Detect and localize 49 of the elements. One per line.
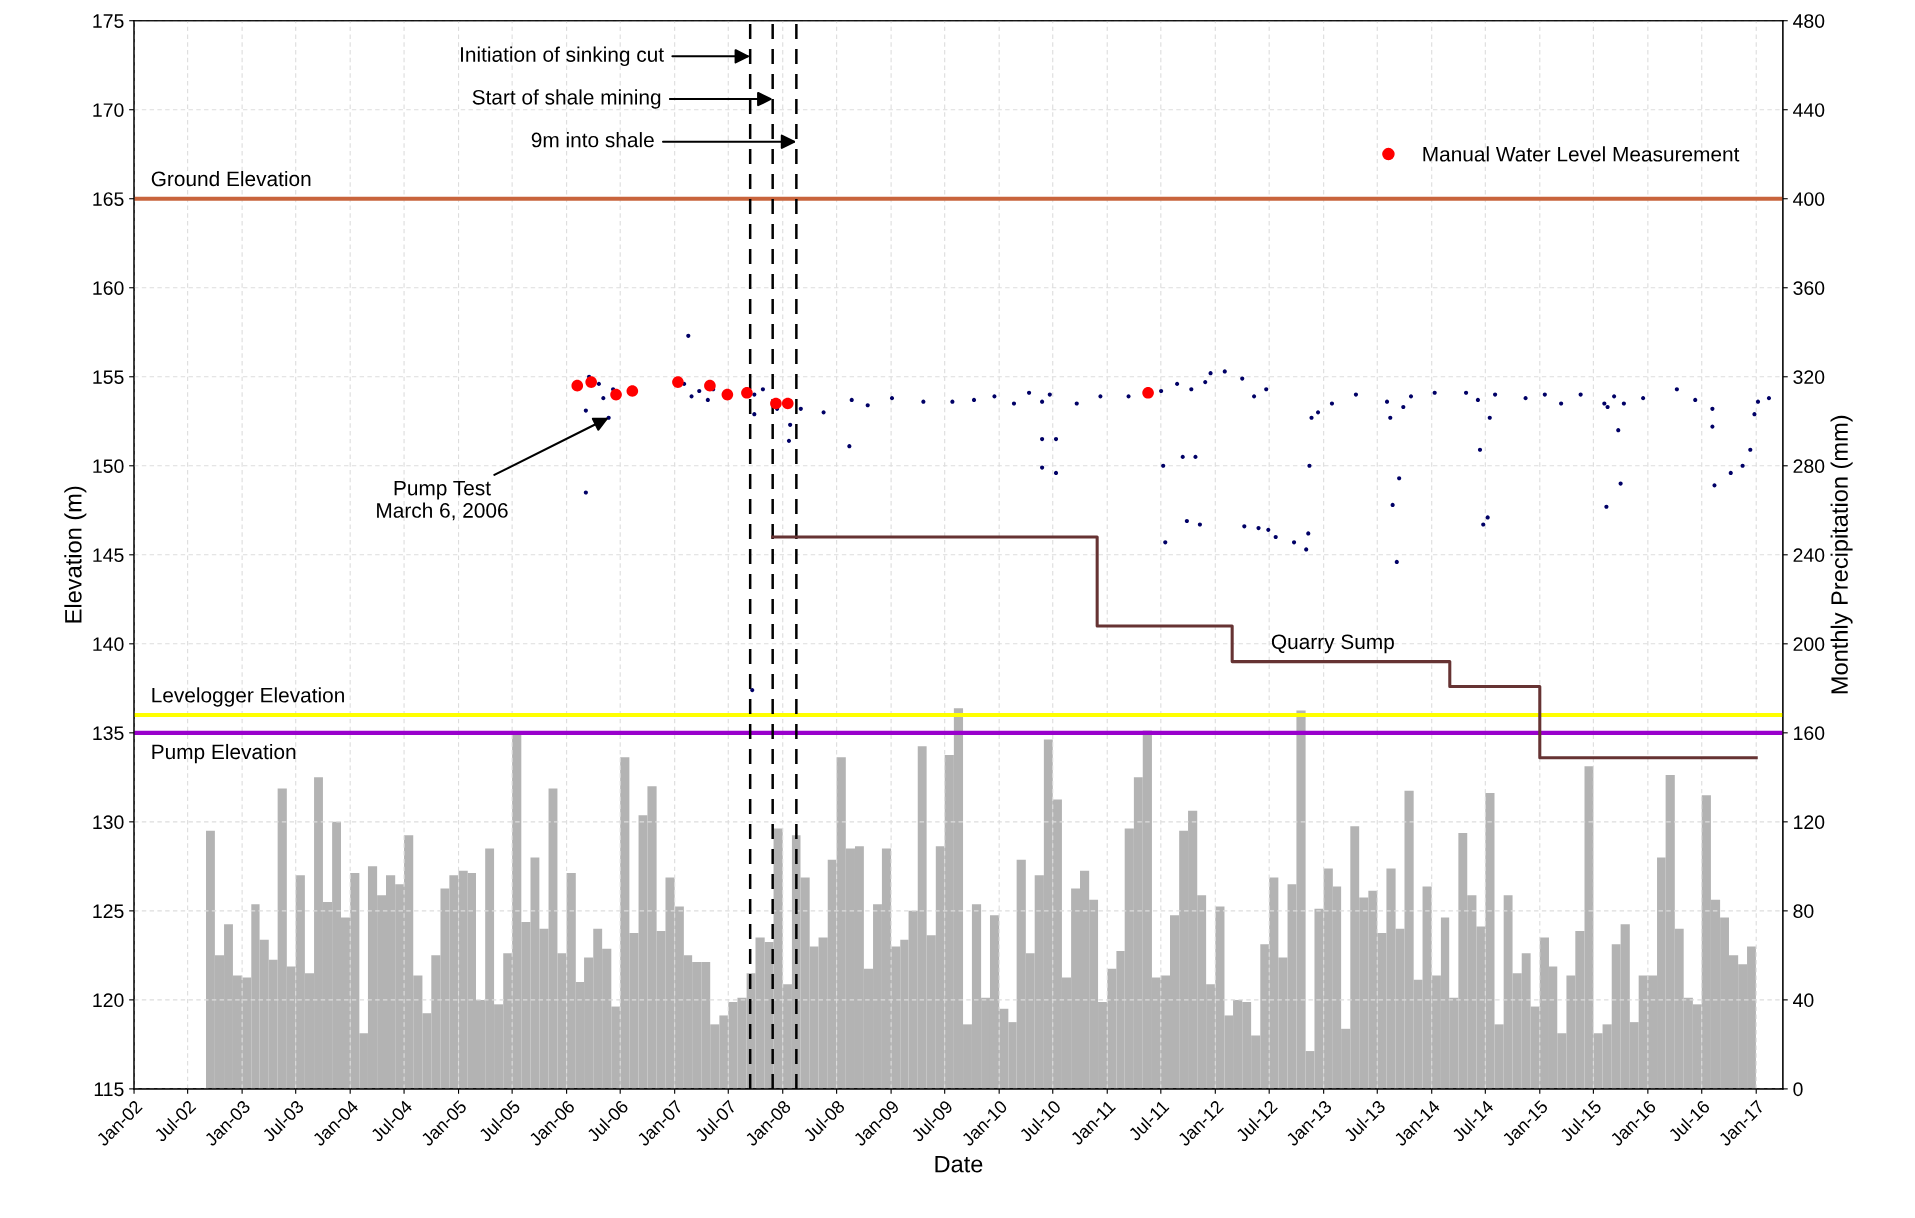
y2-tick-label: 440 [1793, 103, 1825, 117]
y-tick-label: 170 [93, 103, 124, 117]
annotation: Start of shale mining [472, 89, 661, 109]
annotation: Pump Test March 6, 2006 [377, 480, 508, 521]
annotation: Initiation of sinking cut [461, 46, 664, 67]
y-tick-label: 120 [93, 993, 124, 1008]
y-tick-label: 130 [93, 815, 124, 830]
point [626, 385, 639, 397]
y-tick-label: 150 [93, 459, 124, 474]
y-tick-label: 125 [93, 904, 124, 919]
y2-tick-label: 120 [1794, 815, 1825, 830]
y2-tick-label: 0 [1793, 1082, 1803, 1097]
point [741, 386, 753, 399]
y-tick-label: 140 [93, 637, 124, 652]
y-tick-label: 160 [93, 281, 124, 295]
ref-line-label: Pump Elevation [152, 743, 296, 764]
point [672, 376, 684, 388]
legend-label: Manual Water Level Measurement [1423, 146, 1740, 162]
y-tick-label: 115 [94, 1082, 124, 1097]
ref-line-label: Levelogger Elevation [152, 687, 344, 707]
annotation: Quarry Sump [1271, 634, 1394, 654]
point [1142, 386, 1154, 399]
y-tick-label: 175 [93, 14, 124, 28]
point [571, 379, 584, 392]
y2-tick-label: 240 [1793, 548, 1825, 563]
point [781, 397, 794, 410]
y2-tick-label: 320 [1793, 370, 1825, 384]
point [610, 388, 622, 401]
ref-line-label: Ground Elevation [151, 170, 311, 187]
annotation: 9m into shale [531, 132, 654, 148]
y2-tick-label: 360 [1793, 281, 1825, 295]
y2-tick-label: 200 [1793, 637, 1825, 652]
y2-tick-label: 400 [1793, 192, 1825, 206]
y2-tick-label: 280 [1793, 459, 1825, 474]
point [721, 388, 734, 401]
y2-tick-label: 40 [1793, 993, 1814, 1008]
x-axis-title: Date [935, 1155, 983, 1173]
y2-tick-label: 160 [1794, 726, 1825, 741]
y-tick-label: 155 [93, 370, 124, 384]
y2-tick-label: 480 [1793, 14, 1825, 28]
y-axis-title: Elevation (m) [64, 486, 87, 623]
y2-tick-label: 80 [1793, 904, 1814, 919]
y2-axis-title: Monthly Precipitation (mm) [1830, 415, 1853, 694]
y-tick-label: 165 [93, 192, 124, 206]
point [770, 397, 782, 410]
point [585, 376, 597, 388]
point [704, 379, 716, 392]
y-tick-label: 135 [93, 726, 124, 741]
y-tick-label: 145 [93, 548, 124, 563]
